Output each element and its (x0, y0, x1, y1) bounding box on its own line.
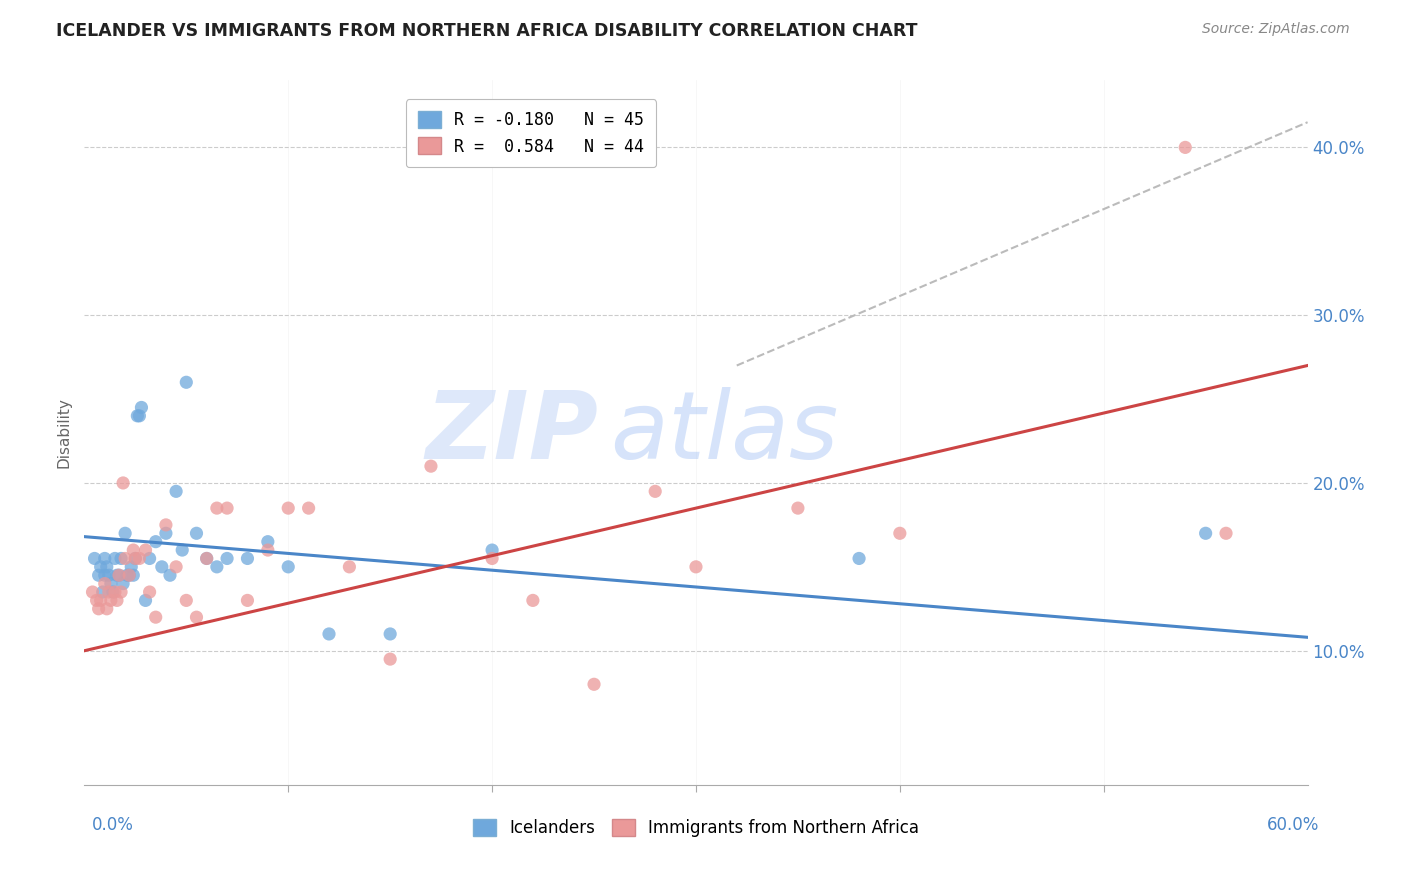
Point (131, 401, 153, 415)
Point (100, 576, 122, 591)
Point (127, 409, 149, 423)
Point (481, 543, 503, 558)
Legend: Icelanders, Immigrants from Northern Africa: Icelanders, Immigrants from Northern Afr… (465, 812, 927, 844)
Point (124, 551, 146, 566)
Point (186, 610, 208, 624)
Point (105, 568, 128, 582)
Point (87, 602, 110, 616)
Point (114, 551, 136, 566)
Text: Source: ZipAtlas.com: Source: ZipAtlas.com (1202, 22, 1350, 37)
Point (195, 551, 218, 566)
Point (128, 551, 150, 566)
Point (110, 551, 132, 566)
Point (787, 501, 810, 516)
Point (124, 551, 146, 566)
Point (105, 593, 128, 607)
Point (101, 585, 124, 599)
Point (120, 559, 142, 574)
Point (165, 484, 187, 499)
Point (96, 559, 118, 574)
Text: 0.0%: 0.0% (91, 816, 134, 834)
Point (104, 551, 127, 566)
Point (380, 652, 402, 666)
Point (205, 559, 228, 574)
Point (100, 593, 122, 607)
Point (86, 593, 108, 607)
Point (90, 593, 112, 607)
Point (104, 585, 127, 599)
Point (114, 526, 136, 541)
Point (93, 551, 115, 566)
Point (145, 610, 167, 624)
Point (174, 376, 197, 390)
Point (93, 576, 115, 591)
Point (83, 551, 105, 566)
Point (217, 501, 239, 516)
Point (115, 568, 138, 582)
Point (205, 501, 228, 516)
Point (186, 526, 208, 541)
Point (339, 559, 361, 574)
Point (87, 568, 110, 582)
Text: ICELANDER VS IMMIGRANTS FROM NORTHERN AFRICA DISABILITY CORRELATION CHART: ICELANDER VS IMMIGRANTS FROM NORTHERN AF… (56, 22, 918, 40)
Point (128, 409, 150, 423)
Point (685, 559, 707, 574)
Point (110, 585, 132, 599)
Point (135, 543, 157, 558)
Point (97, 568, 120, 582)
Point (108, 568, 131, 582)
Point (159, 568, 181, 582)
Point (1215, 526, 1237, 541)
Point (277, 501, 299, 516)
Point (195, 551, 218, 566)
Point (583, 677, 606, 691)
Point (90, 559, 112, 574)
Point (298, 501, 321, 516)
Point (93, 568, 115, 582)
Point (138, 585, 160, 599)
Point (112, 576, 135, 591)
Point (1195, 526, 1218, 541)
Point (318, 627, 340, 641)
Point (118, 568, 141, 582)
Point (889, 526, 911, 541)
Point (135, 593, 157, 607)
Point (122, 568, 145, 582)
Point (380, 627, 402, 641)
Point (644, 484, 666, 499)
Text: ZIP: ZIP (425, 386, 598, 479)
Point (481, 551, 503, 566)
Point (257, 543, 280, 558)
Point (174, 593, 197, 607)
Point (91, 585, 114, 599)
Point (217, 551, 239, 566)
Point (1174, 140, 1197, 154)
Point (172, 543, 194, 558)
Point (82, 585, 104, 599)
Point (150, 559, 173, 574)
Point (277, 559, 299, 574)
Text: 60.0%: 60.0% (1267, 816, 1319, 834)
Point (97, 585, 120, 599)
Point (236, 593, 259, 607)
Point (257, 534, 280, 549)
Point (236, 551, 259, 566)
Y-axis label: Disability: Disability (56, 397, 72, 468)
Point (155, 517, 177, 532)
Point (118, 568, 141, 582)
Point (848, 551, 870, 566)
Point (112, 475, 135, 490)
Point (138, 551, 160, 566)
Point (522, 593, 544, 607)
Point (155, 526, 177, 541)
Point (96, 602, 118, 616)
Point (122, 543, 145, 558)
Text: atlas: atlas (610, 387, 838, 478)
Point (165, 559, 187, 574)
Point (108, 568, 131, 582)
Point (420, 459, 443, 474)
Point (145, 534, 167, 549)
